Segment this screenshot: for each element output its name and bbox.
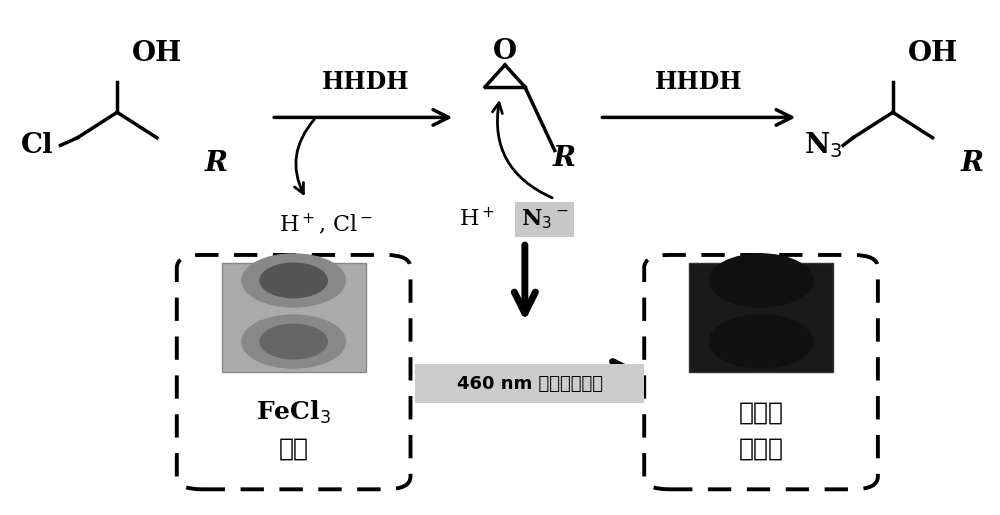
Text: OH: OH [907,40,958,67]
Circle shape [260,324,327,359]
Text: FeCl$_3$: FeCl$_3$ [256,399,331,426]
Text: H$^+$: H$^+$ [459,208,495,231]
Text: 黄色: 黄色 [279,437,309,460]
Circle shape [709,315,813,368]
Text: R: R [553,145,576,171]
Text: H$^+$, Cl$^-$: H$^+$, Cl$^-$ [279,212,373,237]
Text: HHDH: HHDH [655,70,743,94]
Text: 血红色: 血红色 [739,437,784,460]
Circle shape [709,254,813,307]
Bar [222,263,366,372]
Circle shape [260,263,327,298]
Text: 460 nm 波长比色分析: 460 nm 波长比色分析 [457,375,603,393]
Text: Cl: Cl [21,132,54,159]
Text: N$_3$$^-$: N$_3$$^-$ [521,208,569,231]
Bar [689,263,833,372]
Text: R: R [205,150,228,177]
FancyBboxPatch shape [644,255,878,489]
Text: HHDH: HHDH [322,70,410,94]
FancyBboxPatch shape [177,255,411,489]
FancyBboxPatch shape [415,365,644,403]
Text: R: R [961,150,984,177]
Text: N$_3$: N$_3$ [804,130,842,160]
Text: OH: OH [132,40,182,67]
Text: O: O [493,38,517,65]
Text: 复合物: 复合物 [739,401,784,425]
Circle shape [242,315,345,368]
Circle shape [242,254,345,307]
